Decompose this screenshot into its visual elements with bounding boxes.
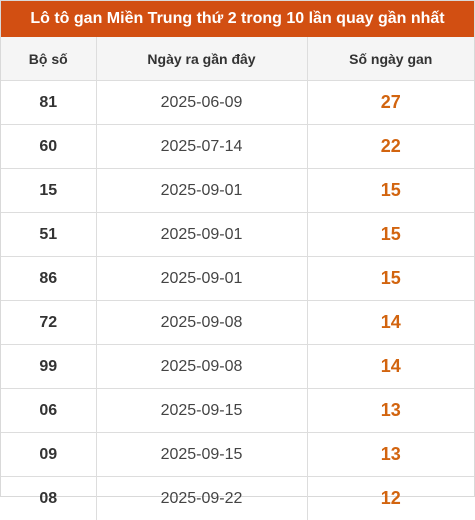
row-days: 15 <box>307 169 474 213</box>
row-days: 13 <box>307 389 474 433</box>
column-header-days: Số ngày gan <box>307 37 474 81</box>
row-days: 14 <box>307 301 474 345</box>
row-number: 08 <box>1 477 96 520</box>
row-number: 15 <box>1 169 96 213</box>
row-number: 60 <box>1 125 96 169</box>
row-number: 81 <box>1 81 96 125</box>
row-number: 86 <box>1 257 96 301</box>
header-row: Bộ số Ngày ra gần đây Số ngày gan <box>1 37 474 81</box>
column-header-number: Bộ số <box>1 37 96 81</box>
row-days: 27 <box>307 81 474 125</box>
row-date: 2025-09-15 <box>96 389 307 433</box>
row-days: 15 <box>307 257 474 301</box>
row-date: 2025-09-01 <box>96 257 307 301</box>
row-date: 2025-09-01 <box>96 213 307 257</box>
row-date: 2025-09-01 <box>96 169 307 213</box>
row-date: 2025-09-08 <box>96 345 307 389</box>
row-days: 15 <box>307 213 474 257</box>
row-number: 72 <box>1 301 96 345</box>
row-date: 2025-09-15 <box>96 433 307 477</box>
row-days: 13 <box>307 433 474 477</box>
row-number: 06 <box>1 389 96 433</box>
widget-title: Lô tô gan Miền Trung thứ 2 trong 10 lần … <box>1 1 474 37</box>
row-number: 51 <box>1 213 96 257</box>
row-days: 14 <box>307 345 474 389</box>
row-date: 2025-09-22 <box>96 477 307 520</box>
column-header-date: Ngày ra gần đây <box>96 37 307 81</box>
row-date: 2025-07-14 <box>96 125 307 169</box>
row-number: 09 <box>1 433 96 477</box>
row-days: 12 <box>307 477 474 520</box>
row-days: 22 <box>307 125 474 169</box>
lottery-table-widget: Lô tô gan Miền Trung thứ 2 trong 10 lần … <box>0 0 475 497</box>
row-number: 99 <box>1 345 96 389</box>
row-date: 2025-06-09 <box>96 81 307 125</box>
row-date: 2025-09-08 <box>96 301 307 345</box>
